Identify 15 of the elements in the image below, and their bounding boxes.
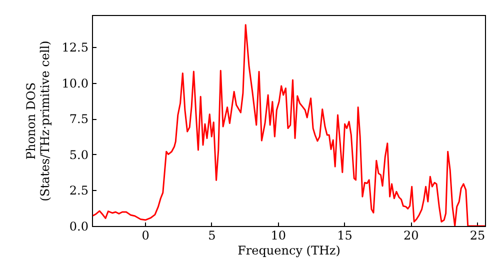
x-tick-label: 0 (142, 228, 150, 242)
y-tick-label: 5.0 (69, 148, 88, 162)
x-tick-label: 10 (270, 228, 286, 242)
x-axis-title: Frequency (THz) (238, 244, 340, 258)
line-series (92, 24, 485, 226)
x-tick-label: 20 (404, 228, 419, 242)
y-tick-label: 2.5 (69, 184, 88, 198)
y-tick-label: 12.5 (62, 40, 88, 55)
x-tick-label: 15 (337, 228, 352, 242)
x-tick-label: 25 (470, 228, 486, 242)
y-axis-title: Phonon DOS (States/THz·primitive cell) (24, 40, 52, 202)
x-tick-label: 5 (208, 228, 216, 242)
y-tick-label: 7.5 (69, 112, 88, 126)
y-tick-label: 10.0 (62, 76, 88, 90)
y-tick-label: 0.0 (69, 220, 88, 234)
